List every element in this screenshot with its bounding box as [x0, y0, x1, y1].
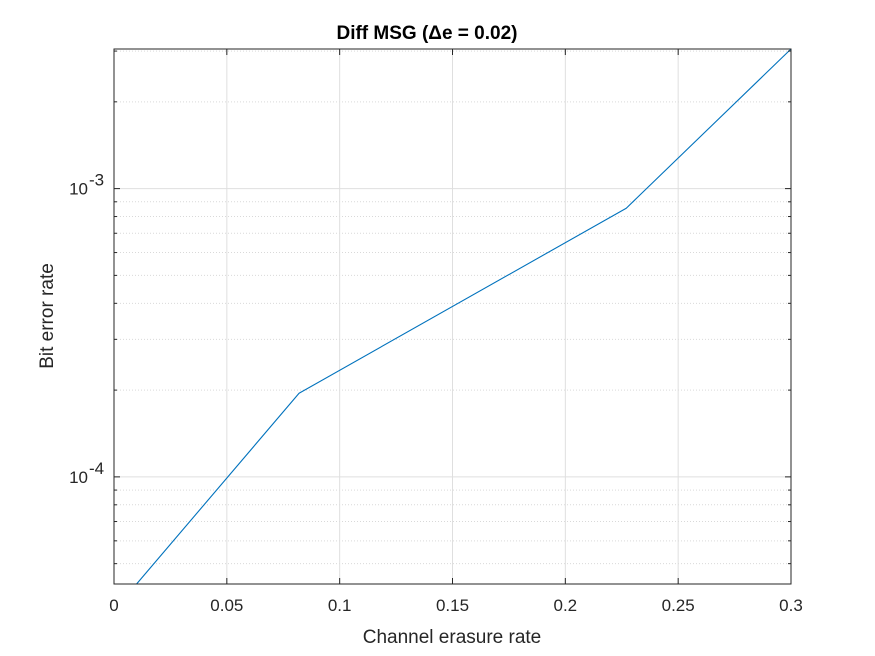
y-tick-label-base: 10	[69, 180, 88, 199]
x-tick-label: 0.25	[662, 596, 695, 615]
x-tick-labels: 0 0.05 0.1 0.15 0.2 0.25 0.3	[109, 596, 803, 615]
series-line-0	[136, 48, 792, 585]
series-layer	[136, 48, 792, 585]
x-tick-label: 0.3	[779, 596, 803, 615]
y-tick-labels: 10-410-3	[69, 171, 104, 487]
y-tick-label-exponent: -3	[89, 171, 104, 190]
x-axis-label: Channel erasure rate	[363, 627, 542, 648]
major-grid	[114, 49, 791, 584]
x-tick-label: 0	[109, 596, 118, 615]
y-tick-label: 10 -3	[69, 171, 104, 199]
axis-ticks	[113, 49, 792, 584]
chart-title: Diff MSG (Δe = 0.02)	[336, 23, 517, 44]
y-tick-label-base: 10	[69, 468, 88, 487]
x-tick-label: 0.15	[436, 596, 469, 615]
x-tick-label: 0.2	[554, 596, 578, 615]
x-tick-label: 0.05	[210, 596, 243, 615]
x-tick-label: 0.1	[328, 596, 352, 615]
y-tick-label-exponent: -4	[89, 459, 104, 478]
y-tick-label: 10 -4	[69, 459, 104, 487]
y-axis-label: Bit error rate	[37, 263, 58, 369]
